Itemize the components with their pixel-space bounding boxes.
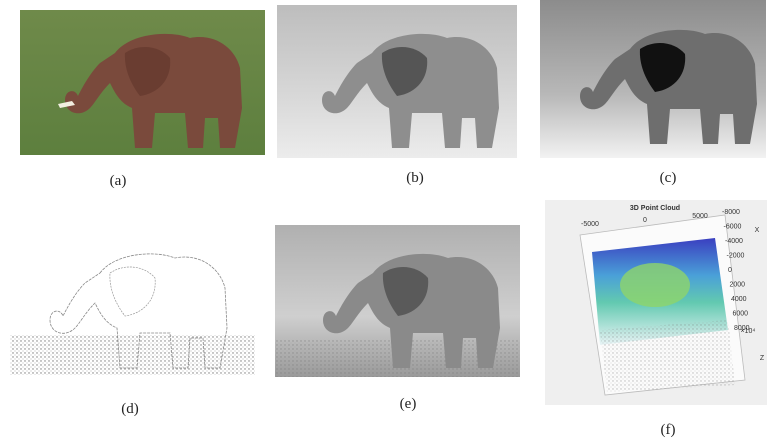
tick-label: 4000 <box>731 296 747 303</box>
caption: (a) <box>110 173 127 189</box>
caption: (d) <box>121 401 139 417</box>
tick-label: -2000 <box>727 253 745 260</box>
panel-d: (d) <box>10 225 255 417</box>
tick-label: -4000 <box>725 238 743 245</box>
panel-a: (a) <box>20 10 265 189</box>
tick-label: -8000 <box>722 209 740 216</box>
caption: (c) <box>660 170 677 186</box>
tick-label: -5000 <box>581 221 599 228</box>
figure: (a) (b) (c) (d) (e <box>0 0 774 440</box>
caption: (e) <box>400 396 417 412</box>
panel-b: (b) <box>277 5 517 186</box>
tick-label: 2000 <box>730 282 746 289</box>
tick-label: 0 <box>643 217 647 224</box>
panel-f: 3D Point Cloud Z X ×10⁴ -500005000-8000-… <box>545 200 767 405</box>
tick-label: 5000 <box>692 213 708 220</box>
axis-label: Z <box>760 355 765 362</box>
caption: (b) <box>406 170 424 186</box>
page: {"panels": [ {"caption": "(a)"}, {"capti… <box>0 0 774 440</box>
cloud-ground <box>600 320 735 392</box>
tick-label: 8000 <box>734 325 750 332</box>
panel-e: (e) <box>275 225 520 412</box>
tick-label: 6000 <box>733 311 749 318</box>
axis-label: X <box>755 227 760 234</box>
caption: (f) <box>661 422 676 438</box>
tick-label: 0 <box>728 267 732 274</box>
tick-label: -6000 <box>724 224 742 231</box>
cloud-elephant <box>620 263 690 307</box>
panel-c: (c) <box>540 0 766 186</box>
plot-title: 3D Point Cloud <box>630 205 680 212</box>
edge-texture <box>10 335 255 375</box>
